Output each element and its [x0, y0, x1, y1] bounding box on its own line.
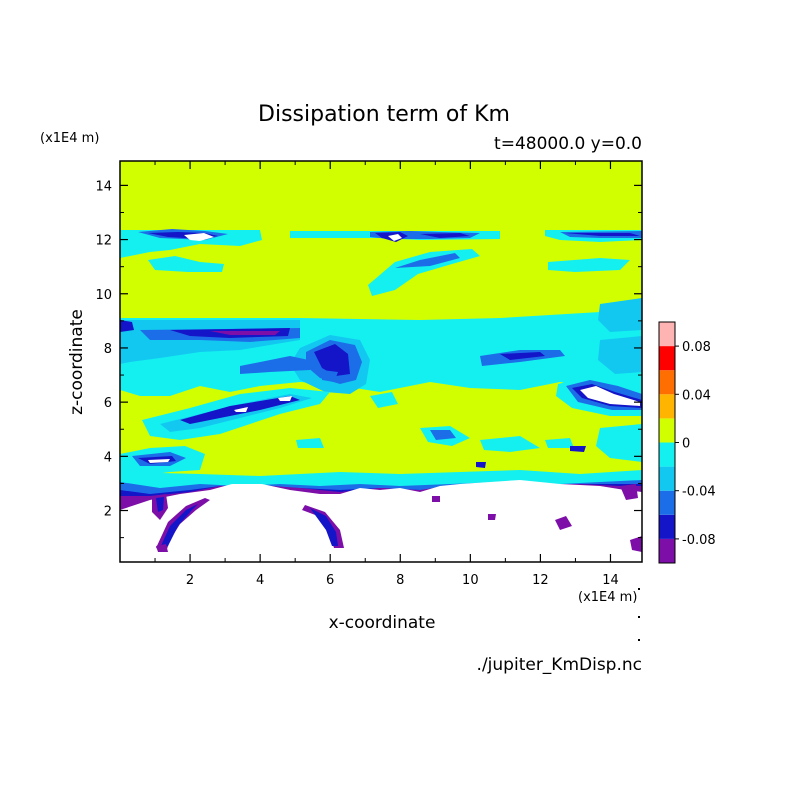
- x-axis-label: x-coordinate: [329, 613, 436, 633]
- contour-streak-low-white: [148, 459, 170, 463]
- contour-blob-e: [150, 375, 178, 388]
- x-tick-label: 14: [602, 573, 619, 588]
- colorbar-tick-label: -0.04: [682, 485, 716, 500]
- contour-dot-2: [555, 516, 572, 530]
- contour-arc-left-inner: [160, 504, 198, 548]
- colorbar-tick-label: -0.08: [682, 533, 716, 548]
- y-axis-label: z-coordinate: [67, 309, 87, 415]
- y-tick-label: 8: [104, 342, 112, 357]
- colorbar-segment: [659, 370, 675, 395]
- contour-eddy-right-white: [580, 386, 640, 406]
- contour-streak-mid-white: [234, 407, 248, 412]
- contour-layer-right-edge: [598, 298, 642, 332]
- plot-frame: [119, 160, 643, 563]
- contour-dot-3: [630, 536, 642, 552]
- x-unit-label: (x1E4 m): [578, 590, 637, 605]
- colorbar-tick-label: 0: [682, 437, 690, 452]
- contour-streak-upper: [368, 249, 480, 296]
- y-tick-label: 10: [95, 288, 112, 303]
- contour-band-upper-left-lower: [148, 256, 224, 272]
- colorbar-segment: [659, 490, 675, 515]
- chart-subtitle: t=48000.0 y=0.0: [494, 134, 642, 154]
- contour-blob-f: [296, 438, 324, 448]
- source-label: ./jupiter_KmDisp.nc: [477, 655, 642, 675]
- plot-area: [120, 161, 642, 562]
- marker-dot: [638, 639, 640, 641]
- contour-streak-upper-2: [395, 253, 460, 268]
- y-tick-label: 6: [104, 396, 112, 411]
- contour-layer-purple-left: [210, 331, 280, 335]
- contour-blob-g: [545, 438, 574, 448]
- contour-band-mid-5: [420, 233, 470, 238]
- y-tick-label: 2: [104, 505, 112, 520]
- x-axis: 2 4 6 8 10 12 14: [154, 161, 619, 588]
- colorbar-segment: [659, 538, 675, 563]
- colorbar-tick-label: 0.08: [682, 340, 711, 355]
- y-tick-label: 4: [104, 450, 112, 465]
- contour-band-upper-left-4: [184, 233, 214, 241]
- y-tick-label: 12: [95, 234, 112, 249]
- colorbar-segment: [659, 394, 675, 419]
- contour-layer-right-streak-2: [500, 352, 545, 360]
- colorbar-segment: [659, 322, 675, 347]
- colorbar-segment: [659, 418, 675, 443]
- y-tick-label: 14: [95, 179, 112, 194]
- contour-streak-mid-white-2: [278, 396, 292, 401]
- x-tick-label: 2: [186, 573, 194, 588]
- contour-blob-d: [596, 424, 642, 462]
- contour-eddy-small: [322, 370, 338, 382]
- colorbar-segment: [659, 442, 675, 467]
- colorbar-segment: [659, 514, 675, 539]
- y-axis: 2 4 6 8 10 12 14: [95, 179, 642, 539]
- contour-blob-g-2: [570, 446, 586, 452]
- x-tick-label: 6: [326, 573, 334, 588]
- contour-arc-center-inner: [310, 508, 338, 546]
- undefined-region: [120, 480, 642, 562]
- contour-band-upper-left: [120, 230, 262, 258]
- colorbar-segment: [659, 466, 675, 491]
- x-tick-label: 12: [532, 573, 549, 588]
- contour-eddy-streak: [240, 356, 318, 374]
- contour-band-mid-4: [388, 234, 402, 241]
- chart-title: Dissipation term of Km: [258, 102, 510, 127]
- contour-band-right-4: [548, 258, 630, 272]
- contour-dot-1: [488, 514, 496, 520]
- colorbar-segment: [659, 346, 675, 371]
- contour-dot-4: [620, 484, 638, 500]
- contour-dot-6: [156, 544, 168, 552]
- contour-eddy-core: [314, 344, 350, 376]
- contour-blob-c: [480, 436, 540, 452]
- colorbar: -0.08 -0.04 0 0.04 0.08: [658, 321, 716, 564]
- contour-blob-h: [476, 462, 486, 468]
- x-tick-label: 10: [462, 573, 479, 588]
- x-tick-label: 8: [396, 573, 404, 588]
- contour-blob-a: [370, 392, 398, 408]
- contour-layer-left-edge: [120, 320, 134, 332]
- colorbar-tick-label: 0.04: [682, 388, 711, 403]
- contour-band-right-3: [565, 233, 640, 236]
- x-tick-label: 4: [256, 573, 264, 588]
- contour-layer-right-blob: [598, 336, 642, 374]
- marker-dot: [638, 616, 640, 618]
- contour-drip-left-inner: [156, 497, 164, 512]
- y-unit-label: (x1E4 m): [40, 131, 99, 146]
- contour-blob-b-2: [430, 430, 456, 440]
- contour-dot-5: [432, 496, 440, 502]
- marker-dot: [638, 588, 640, 590]
